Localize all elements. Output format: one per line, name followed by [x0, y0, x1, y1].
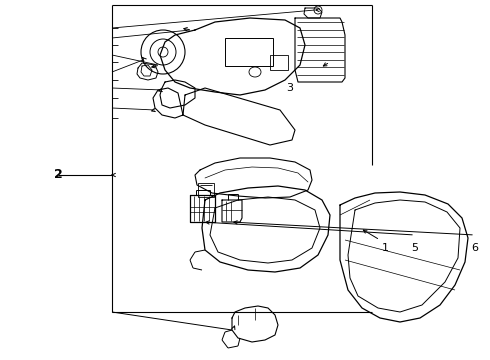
Bar [198, 183, 214, 197]
Text: 6: 6 [471, 243, 479, 253]
Text: 1: 1 [382, 243, 389, 253]
Text: 5: 5 [412, 243, 418, 253]
Text: 3: 3 [287, 83, 294, 93]
Bar [270, 55, 288, 70]
Text: 2: 2 [53, 168, 62, 181]
Bar [225, 38, 273, 66]
